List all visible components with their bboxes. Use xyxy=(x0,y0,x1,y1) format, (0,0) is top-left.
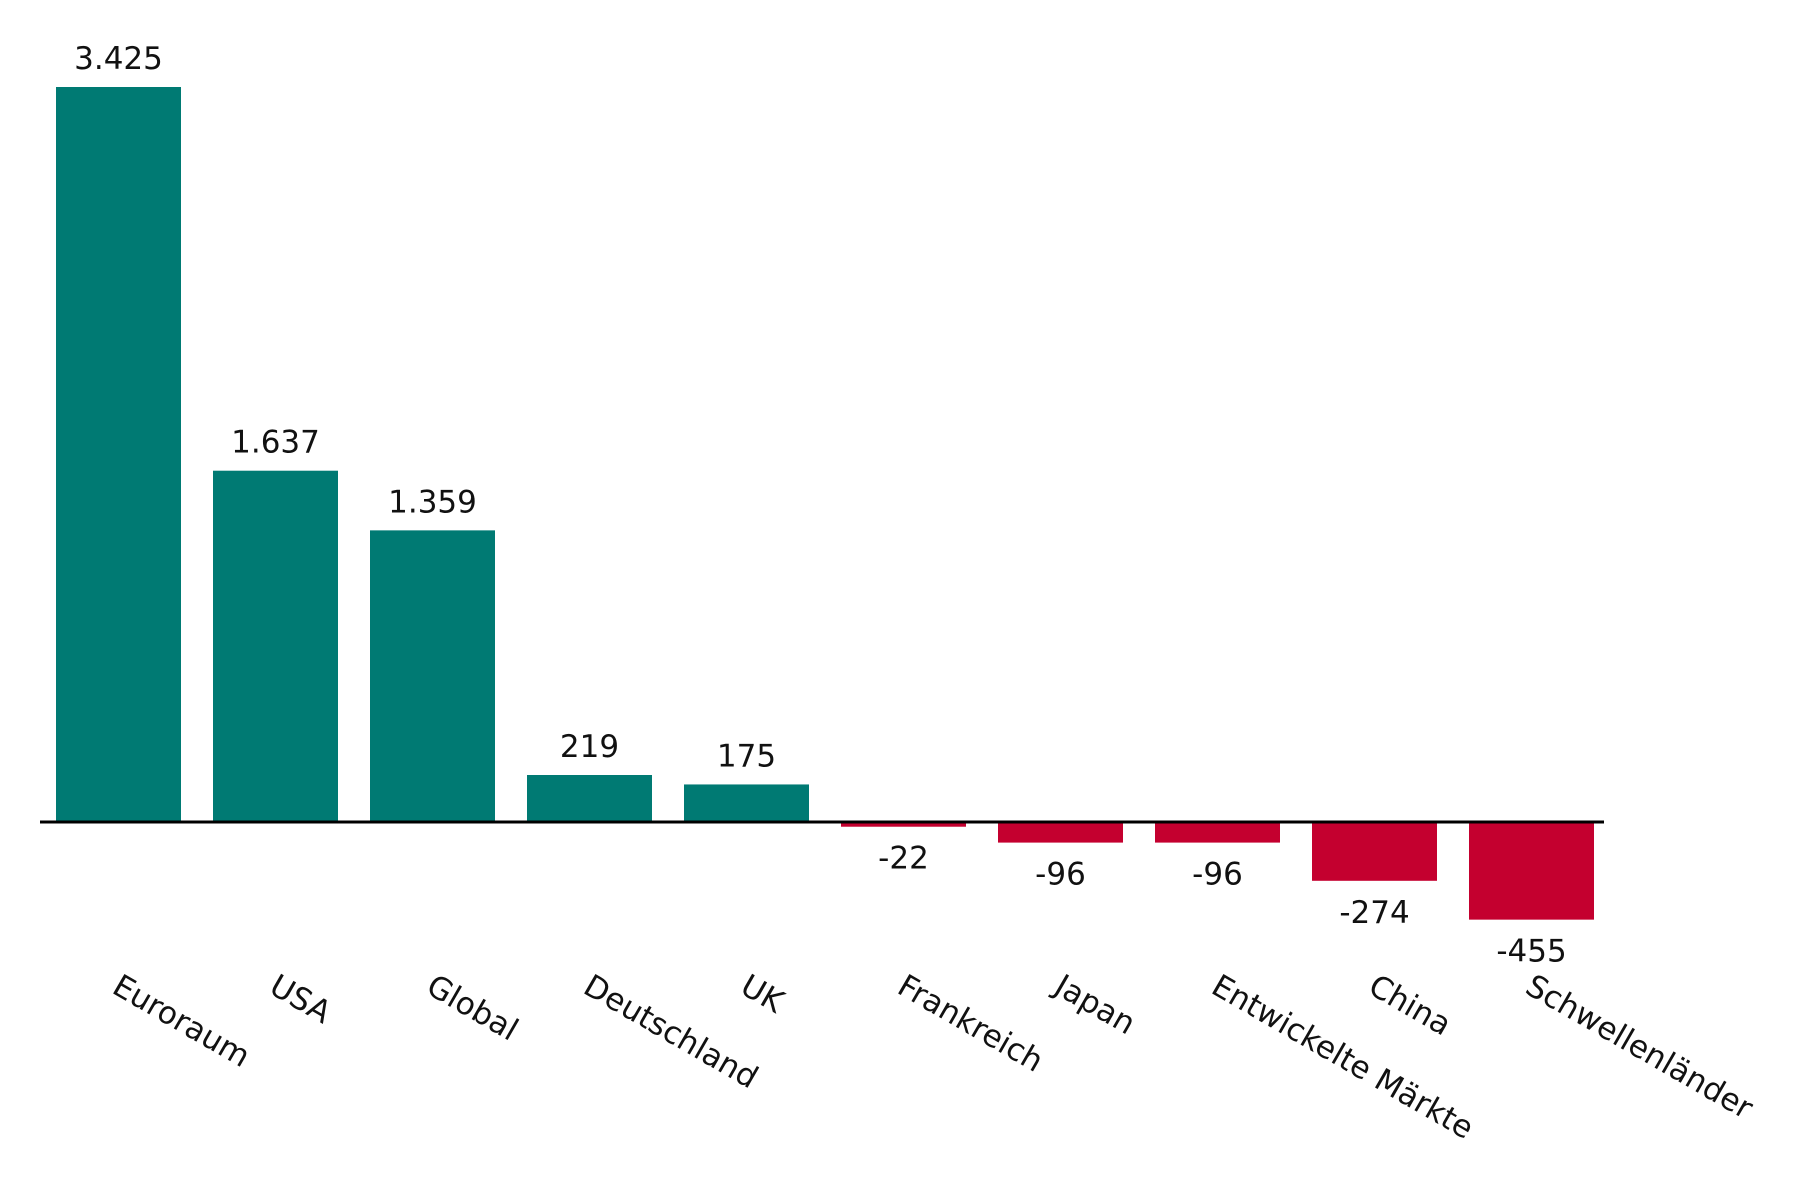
category-label: Euroraum xyxy=(107,968,257,1075)
bar xyxy=(998,822,1123,843)
bar xyxy=(1155,822,1280,843)
bar xyxy=(841,822,966,827)
category-label: USA xyxy=(264,968,338,1031)
bar xyxy=(1312,822,1437,881)
value-label: -274 xyxy=(1339,895,1409,931)
value-label: -22 xyxy=(878,841,929,877)
value-label: 1.359 xyxy=(388,484,477,520)
bar xyxy=(527,775,652,822)
category-label: UK xyxy=(735,968,791,1021)
value-label: 219 xyxy=(560,729,619,765)
category-label: Global xyxy=(421,968,525,1049)
bar xyxy=(56,87,181,822)
category-label: Schwellenländer xyxy=(1520,968,1759,1127)
category-label: Deutschland xyxy=(578,968,764,1096)
value-label: -96 xyxy=(1035,857,1086,893)
category-label: Japan xyxy=(1047,967,1142,1042)
bar xyxy=(1469,822,1594,920)
value-label: 1.637 xyxy=(231,425,320,461)
value-label: -455 xyxy=(1496,934,1566,970)
bar xyxy=(370,530,495,822)
value-label: 175 xyxy=(717,738,776,774)
bar xyxy=(684,784,809,822)
category-label: Frankreich xyxy=(892,968,1050,1080)
value-label: 3.425 xyxy=(74,41,163,77)
category-label: China xyxy=(1363,968,1458,1043)
category-label: Entwickelte Märkte xyxy=(1206,968,1480,1147)
value-label: -96 xyxy=(1192,857,1243,893)
bar xyxy=(213,470,338,822)
